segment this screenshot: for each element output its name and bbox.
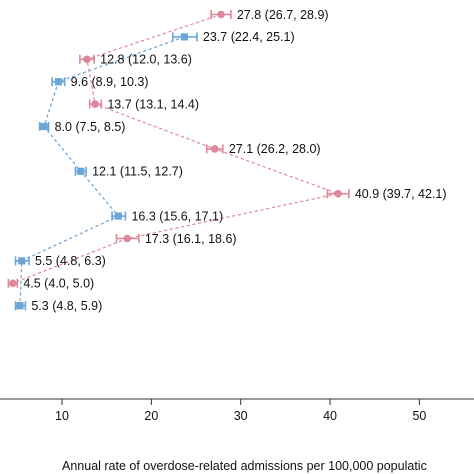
x-tick-label-30: 30 [234, 409, 248, 423]
data-point-pink-2: 13.7 (13.1, 14.4) [88, 97, 199, 111]
point-marker [114, 212, 122, 220]
data-marks: 27.8 (26.7, 28.9) 12.8 (12.0, 13.6) 13.7 (… [7, 8, 447, 313]
x-axis-label: Annual rate of overdose-related admissio… [62, 459, 427, 473]
data-point-blue-3: 12.1 (11.5, 12.7) [74, 165, 183, 179]
data-point-blue-5: 5.5 (4.8, 6.3) [14, 254, 106, 268]
x-tick-label-20: 20 [144, 409, 158, 423]
data-point-pink-0: 27.8 (26.7, 28.9) [210, 8, 329, 22]
data-point-pink-1: 12.8 (12.0, 13.6) [79, 53, 192, 67]
data-label: 13.7 (13.1, 14.4) [107, 97, 199, 111]
x-tick-label-10: 10 [55, 409, 69, 423]
x-tick-label-50: 50 [412, 409, 426, 423]
point-marker [217, 10, 225, 19]
data-label: 17.3 (16.1, 18.6) [145, 232, 237, 246]
data-label: 23.7 (22.4, 25.1) [203, 30, 295, 44]
data-point-blue-1: 9.6 (8.9, 10.3) [51, 75, 149, 89]
data-label: 5.3 (4.8, 5.9) [31, 299, 102, 313]
point-marker [18, 257, 26, 265]
data-label: 5.5 (4.8, 6.3) [35, 254, 106, 268]
point-marker [40, 122, 48, 131]
point-marker [16, 302, 24, 310]
data-label: 9.6 (8.9, 10.3) [71, 75, 149, 89]
x-tick-label-40: 40 [323, 409, 337, 423]
data-point-pink-3: 27.1 (26.2, 28.0) [205, 142, 321, 156]
data-point-pink-5: 17.3 (16.1, 18.6) [115, 232, 237, 246]
data-label: 27.1 (26.2, 28.0) [229, 142, 321, 156]
data-point-pink-6: 4.5 (4.0, 5.0) [7, 277, 94, 291]
point-marker [334, 189, 342, 198]
data-point-blue-2: 8.0 (7.5, 8.5) [38, 120, 126, 134]
data-point-blue-0: 23.7 (22.4, 25.1) [171, 30, 295, 44]
point-marker [83, 55, 91, 64]
data-label: 4.5 (4.0, 5.0) [23, 277, 94, 291]
point-marker [77, 167, 85, 175]
point-marker [9, 279, 17, 288]
data-label: 8.0 (7.5, 8.5) [55, 120, 126, 134]
data-label: 40.9 (39.7, 42.1) [355, 187, 447, 201]
data-point-blue-4: 16.3 (15.6, 17.1) [111, 209, 223, 223]
data-label: 27.8 (26.7, 28.9) [237, 8, 329, 22]
data-point-blue-6: 5.3 (4.8, 5.9) [14, 299, 102, 313]
point-marker [210, 145, 219, 153]
data-label: 12.1 (11.5, 12.7) [92, 165, 183, 179]
point-marker [91, 100, 99, 108]
x-axis: 10 20 30 40 50 [0, 398, 474, 423]
point-marker [123, 234, 132, 243]
data-label: 12.8 (12.0, 13.6) [100, 53, 192, 67]
data-label: 16.3 (15.6, 17.1) [131, 209, 223, 223]
point-marker [54, 78, 63, 86]
point-marker [180, 33, 189, 41]
data-point-pink-4: 40.9 (39.7, 42.1) [326, 187, 447, 201]
